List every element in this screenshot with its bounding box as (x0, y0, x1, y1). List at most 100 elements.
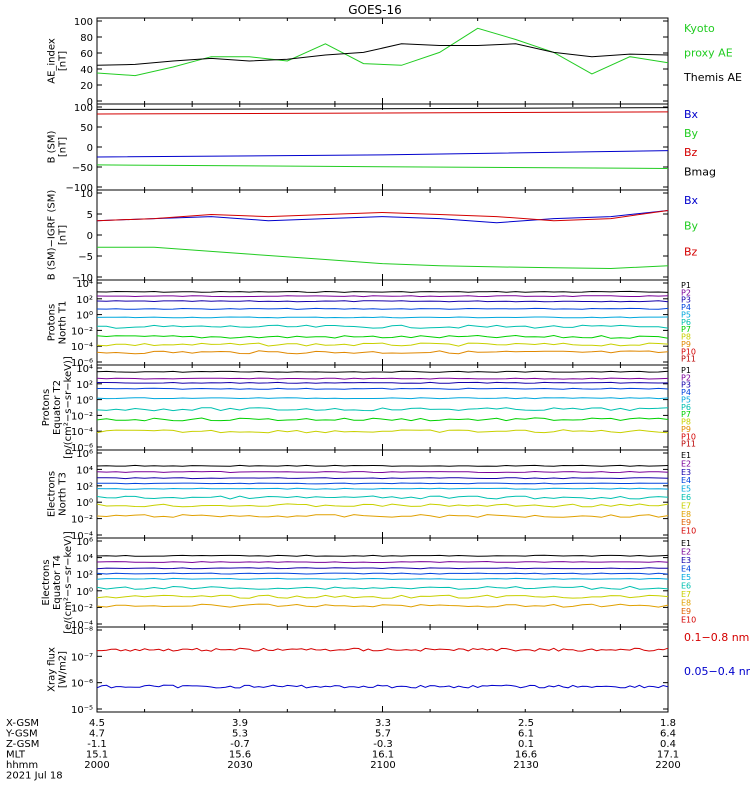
series-line (97, 477, 669, 480)
footer-date: 2021 Jul 18 (6, 771, 63, 782)
legend-item: P1 (681, 281, 691, 290)
footer-value: -1.1 (87, 739, 107, 750)
series-line (96, 503, 669, 508)
footer-value: 0.4 (660, 739, 676, 750)
panel-frame (96, 449, 669, 539)
legend-item: E4 (681, 476, 691, 485)
legend-item: P11 (681, 440, 696, 449)
series-line (96, 150, 669, 158)
series-line (96, 350, 669, 355)
series-line (96, 290, 669, 293)
y-tick-label: 10² (76, 380, 93, 391)
y-axis-label: B (SM) (47, 130, 58, 163)
legend-item: P5 (681, 310, 691, 319)
y-tick-label: 80 (80, 33, 93, 44)
series-line (96, 370, 669, 373)
y-tick-label: 10² (76, 295, 93, 306)
y-tick-label: 10⁴ (76, 279, 93, 290)
series-line (96, 572, 669, 575)
legend-item: E7 (681, 590, 691, 599)
series-line (96, 470, 669, 474)
footer-value: 3.9 (232, 718, 248, 729)
panel-frame (96, 537, 669, 628)
y-tick-label: 10⁰ (76, 396, 93, 407)
series-line (96, 397, 669, 400)
y-axis-label: Equator T4 (52, 555, 63, 610)
y-axis-label: North T3 (58, 472, 69, 516)
series-line (96, 684, 669, 689)
legend-item: E1 (681, 451, 691, 460)
legend-item: Bz (684, 245, 698, 258)
series-line (96, 210, 669, 222)
footer-value: 2130 (513, 760, 538, 771)
series-line (96, 594, 669, 599)
y-tick-label: 10⁴ (76, 364, 93, 375)
legend-item: Bz (684, 146, 698, 159)
y-axis-label: Protons (47, 304, 58, 341)
y-tick-label: 10⁻⁴ (71, 427, 93, 438)
series-line (96, 603, 669, 608)
y-tick-label: 10⁴ (76, 554, 93, 565)
legend-item: By (684, 220, 699, 233)
legend-item: E9 (681, 518, 691, 527)
series-line (96, 429, 669, 434)
y-tick-label: 10⁻⁶ (71, 679, 93, 690)
footer-value: 2.5 (518, 718, 534, 729)
series-line (96, 334, 669, 339)
series-line (96, 27, 669, 77)
panel-frame (96, 17, 669, 105)
y-axis-label: Electrons (41, 559, 52, 605)
footer-label: MLT (6, 750, 26, 761)
footer-value: 4.5 (89, 718, 105, 729)
series-line (96, 300, 669, 303)
footer-value: 2030 (227, 760, 252, 771)
legend-item: E5 (681, 573, 691, 582)
legend-item: P8 (681, 333, 691, 342)
y-axis-label: Xray flux (47, 647, 58, 692)
footer-value: -0.3 (373, 739, 393, 750)
y-tick-label: −50 (72, 163, 93, 174)
y-tick-label: 100 (74, 17, 93, 28)
y-axis-label: [nT] (58, 137, 69, 157)
y-axis-label: [W/m2] (58, 651, 69, 688)
legend-item: P7 (681, 325, 691, 334)
series-line (96, 464, 669, 467)
y-axis-label: [nT] (58, 225, 69, 245)
y-tick-label: 0 (87, 143, 93, 154)
legend-item: Bmag (684, 165, 716, 178)
legend-item: P10 (681, 432, 696, 441)
legend-item: E7 (681, 501, 691, 510)
series-line (96, 377, 669, 380)
y-tick-label: 5 (87, 210, 93, 221)
legend-item: P6 (681, 318, 691, 327)
legend-item: P2 (681, 288, 691, 297)
footer-value: 15.1 (86, 750, 108, 761)
legend-item: P9 (681, 340, 691, 349)
y-tick-label: 10⁻⁶ (71, 443, 93, 454)
legend-item: Bx (684, 194, 699, 207)
y-tick-label: 10⁶ (76, 449, 93, 460)
legend-item: P7 (681, 410, 691, 419)
footer-value: 5.3 (232, 729, 248, 740)
footer-value: 4.7 (89, 729, 105, 740)
legend-item: P5 (681, 395, 691, 404)
legend-item: P9 (681, 425, 691, 434)
series-line (96, 43, 669, 66)
panel-frame (96, 103, 669, 191)
legend-item: P6 (681, 403, 691, 412)
legend-item: E10 (681, 616, 696, 625)
legend-item: E1 (681, 539, 691, 548)
footer-value: -0.7 (230, 739, 250, 750)
series-line (96, 295, 669, 298)
footer-label: Z-GSM (6, 739, 39, 750)
legend-item: Themis AE (683, 71, 742, 84)
footer-value: 6.1 (518, 729, 534, 740)
y-tick-label: 0 (87, 97, 93, 108)
y-tick-label: −10 (72, 273, 93, 284)
y-tick-label: 10⁴ (76, 465, 93, 476)
footer-label: Y-GSM (5, 729, 38, 740)
series-line (96, 210, 669, 224)
footer-value: 17.1 (657, 750, 679, 761)
legend-item: E8 (681, 510, 691, 519)
